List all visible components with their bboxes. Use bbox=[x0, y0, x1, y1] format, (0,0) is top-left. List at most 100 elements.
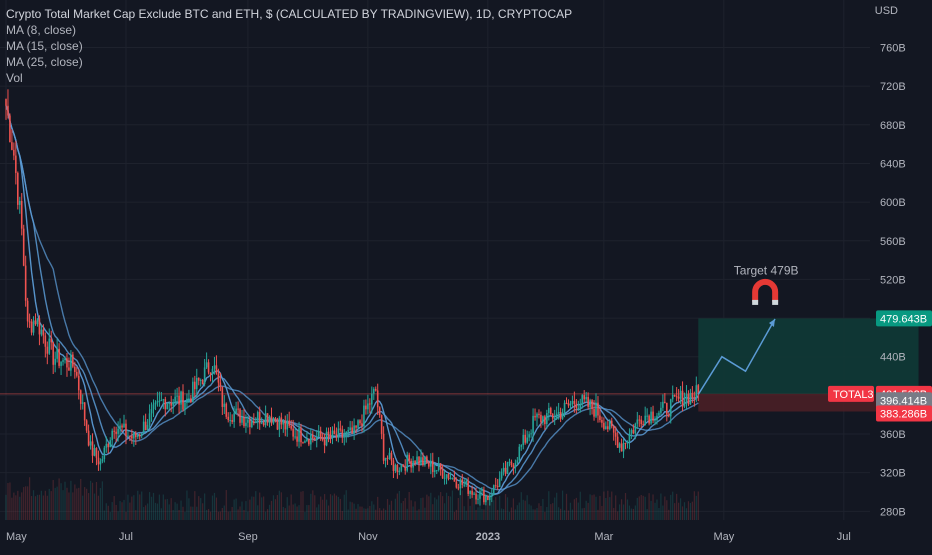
candle-body bbox=[593, 409, 595, 417]
study-volume[interactable]: Vol bbox=[6, 71, 23, 85]
candle-body bbox=[567, 402, 570, 406]
candle-body bbox=[506, 462, 509, 474]
candle bbox=[551, 412, 554, 423]
candle-body bbox=[166, 403, 169, 410]
candle bbox=[144, 413, 147, 431]
volume-bar bbox=[666, 500, 668, 520]
study-ma-15[interactable]: MA (15, close) bbox=[6, 39, 83, 53]
candle bbox=[46, 341, 49, 365]
candle-body bbox=[254, 421, 257, 424]
volume-bar bbox=[607, 490, 609, 520]
stop-price-label-text: 383.286B bbox=[880, 408, 927, 420]
candle-body bbox=[294, 436, 296, 438]
volume-bar bbox=[611, 491, 613, 520]
candle-body bbox=[233, 413, 235, 422]
candle bbox=[56, 338, 58, 363]
projection-path[interactable] bbox=[697, 318, 776, 395]
volume-bar bbox=[40, 490, 43, 520]
candle bbox=[426, 455, 428, 464]
candle-body bbox=[445, 474, 448, 478]
candle bbox=[355, 425, 357, 434]
time-axis[interactable]: May Jul Sep Nov 2023 Mar May Jul bbox=[6, 531, 851, 543]
volume-bar bbox=[21, 492, 23, 520]
candle bbox=[76, 366, 78, 378]
candle bbox=[170, 395, 173, 413]
volume-bar bbox=[333, 493, 336, 520]
volume-bar bbox=[217, 511, 220, 520]
candle bbox=[74, 361, 76, 379]
magnet-icon bbox=[752, 278, 779, 305]
volume-bar bbox=[679, 498, 682, 520]
long-position-tool[interactable] bbox=[0, 318, 919, 412]
candle bbox=[286, 414, 289, 437]
candle bbox=[140, 433, 143, 439]
volume-bar bbox=[331, 495, 334, 520]
study-ma-25[interactable]: MA (25, close) bbox=[6, 55, 83, 69]
candle-body bbox=[262, 422, 265, 426]
candle bbox=[30, 319, 33, 336]
volume-bar bbox=[451, 490, 454, 520]
candle-body bbox=[347, 430, 350, 432]
candle-body bbox=[518, 446, 521, 461]
candle-body bbox=[300, 428, 302, 443]
target-price-label: 479.643B bbox=[876, 310, 932, 327]
candle-body bbox=[170, 402, 173, 406]
volume-bar bbox=[99, 488, 102, 520]
candle-body bbox=[162, 399, 165, 401]
candle bbox=[296, 430, 298, 447]
volume-bar bbox=[524, 500, 526, 520]
volume-bar bbox=[268, 504, 271, 520]
candle bbox=[546, 409, 548, 429]
candle bbox=[687, 390, 690, 407]
candle-body bbox=[42, 329, 45, 336]
volume-bar bbox=[424, 507, 426, 520]
volume-bar bbox=[514, 509, 516, 520]
volume-bar bbox=[229, 511, 231, 520]
candle-body bbox=[339, 428, 342, 430]
volume-bar bbox=[135, 510, 137, 520]
candle-body bbox=[319, 430, 322, 438]
candle bbox=[83, 402, 86, 426]
study-ma-8[interactable]: MA (8, close) bbox=[6, 23, 77, 37]
candle-body bbox=[135, 433, 137, 438]
candle bbox=[632, 424, 635, 435]
candle-body bbox=[93, 448, 96, 456]
candle bbox=[390, 450, 393, 466]
volume-bar bbox=[359, 506, 361, 520]
candle-body bbox=[95, 448, 98, 458]
candle bbox=[469, 490, 471, 499]
target-zone[interactable] bbox=[698, 318, 919, 394]
candle-body bbox=[186, 398, 188, 403]
candle-body bbox=[477, 498, 479, 500]
volume-bar bbox=[296, 506, 298, 520]
candle bbox=[152, 399, 155, 417]
candle-body bbox=[490, 495, 493, 497]
candle-body bbox=[650, 411, 652, 424]
candle-body bbox=[239, 409, 241, 423]
candle-body bbox=[302, 442, 304, 444]
volume-bar bbox=[361, 506, 363, 520]
volume-bar bbox=[495, 497, 497, 520]
projection-line[interactable] bbox=[697, 318, 776, 395]
candle-body bbox=[447, 474, 450, 480]
volume-bar bbox=[219, 511, 221, 520]
candle bbox=[642, 420, 645, 426]
candle-body bbox=[453, 477, 456, 482]
candle-body bbox=[325, 431, 328, 446]
volume-bar bbox=[453, 511, 456, 520]
candle-body bbox=[577, 407, 580, 409]
candle-body bbox=[494, 485, 497, 487]
candle-body bbox=[209, 372, 212, 375]
candle-body bbox=[278, 417, 281, 430]
volume-bar bbox=[502, 509, 505, 520]
candle-body bbox=[276, 420, 279, 430]
candle-body bbox=[371, 393, 373, 405]
volume-bar bbox=[215, 497, 218, 520]
candle-body bbox=[34, 320, 37, 325]
volume-bar bbox=[50, 491, 52, 520]
candle-body bbox=[211, 368, 214, 375]
candle-body bbox=[72, 354, 74, 367]
